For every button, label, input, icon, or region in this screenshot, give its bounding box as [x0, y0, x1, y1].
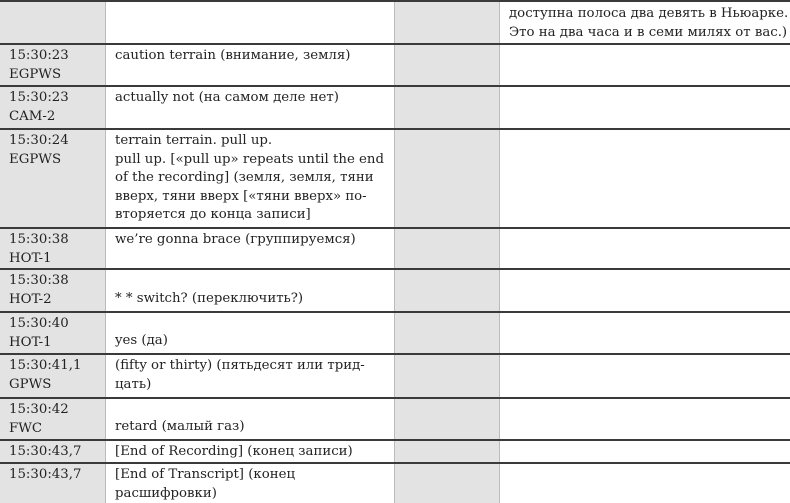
time-cell-2	[395, 129, 500, 228]
speaker: GPWS	[9, 376, 105, 395]
text-cell-2	[500, 398, 790, 440]
time-cell-2	[395, 1, 500, 44]
text-cell-2	[500, 86, 790, 129]
speaker: EGPWS	[9, 151, 105, 170]
time-cell-2	[395, 312, 500, 354]
time-cell-2	[395, 269, 500, 312]
timestamp: 15:30:38	[9, 231, 105, 250]
time-cell: 15:30:43,7	[0, 440, 106, 463]
timestamp: 15:30:38	[9, 272, 105, 291]
time-cell-2	[395, 398, 500, 440]
time-cell-2	[395, 86, 500, 129]
time-cell: 15:30:43,7	[0, 463, 106, 503]
speaker: HOT-1	[9, 334, 105, 353]
timestamp: 15:30:23	[9, 89, 105, 108]
timestamp: 15:30:42	[9, 401, 105, 420]
text-cell: [End of Recording] (конец записи)	[106, 440, 395, 463]
timestamp: 15:30:41,1	[9, 357, 105, 376]
timestamp: 15:30:43,7	[9, 466, 105, 485]
text-cell-2	[500, 440, 790, 463]
text-cell: [End of Transcript] (конец расшифровки)	[106, 463, 395, 503]
text-cell: caution terrain (внимание, земля)	[106, 44, 395, 86]
time-cell-2	[395, 228, 500, 269]
text-cell: yes (да)	[106, 312, 395, 354]
time-cell	[0, 1, 106, 44]
text-cell: (fifty or thirty) (пятьдесят или трид-ца…	[106, 354, 395, 398]
text-cell-2	[500, 312, 790, 354]
time-cell-2	[395, 440, 500, 463]
speaker: FWC	[9, 420, 105, 439]
speaker: HOT-2	[9, 291, 105, 310]
text-cell: we’re gonna brace (группируемся)	[106, 228, 395, 269]
speaker: HOT-1	[9, 250, 105, 269]
timestamp: 15:30:43,7	[9, 443, 105, 462]
timestamp: 15:30:40	[9, 315, 105, 334]
text-cell	[106, 1, 395, 44]
text-cell-2	[500, 463, 790, 503]
time-cell-2	[395, 44, 500, 86]
timestamp: 15:30:24	[9, 132, 105, 151]
speaker: EGPWS	[9, 66, 105, 85]
text-cell: actually not (на самом деле нет)	[106, 86, 395, 129]
text-cell-2	[500, 354, 790, 398]
text-cell-2	[500, 228, 790, 269]
table-row: доступна полоса два девять в Ньюарке. Эт…	[0, 1, 790, 44]
speaker: CAM-2	[9, 108, 105, 127]
text-cell-2	[500, 129, 790, 228]
text-cell: terrain terrain. pull up. pull up. [«pul…	[106, 129, 395, 228]
table-row: 15:30:43,7 [End of Transcript] (конец ра…	[0, 463, 790, 503]
time-cell-2	[395, 463, 500, 503]
table-row: 15:30:43,7 [End of Recording] (конец зап…	[0, 440, 790, 463]
text-cell: retard (малый газ)	[106, 398, 395, 440]
time-cell-2	[395, 354, 500, 398]
timestamp: 15:30:23	[9, 47, 105, 66]
text-cell-2	[500, 44, 790, 86]
text-cell-2: доступна полоса два девять в Ньюарке. Эт…	[500, 1, 790, 44]
text-cell-2	[500, 269, 790, 312]
text-cell: * * switch? (переключить?)	[106, 269, 395, 312]
